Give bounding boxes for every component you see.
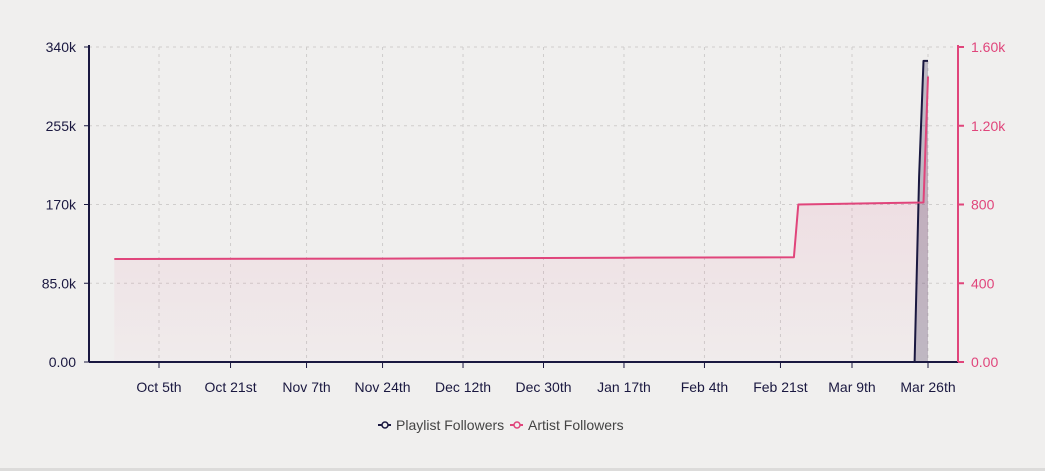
series-area-artist	[114, 76, 929, 362]
x-tick-label: Feb 4th	[681, 379, 728, 395]
x-tick-label: Mar 26th	[900, 379, 955, 395]
x-tick-label: Feb 21st	[753, 379, 808, 395]
x-tick-label: Nov 7th	[282, 379, 330, 395]
legend: Playlist Followers Artist Followers	[378, 417, 624, 433]
legend-marker-icon	[513, 421, 521, 429]
y-left-tick-label: 255k	[46, 118, 77, 134]
y-right-tick-label: 800	[971, 197, 995, 213]
x-tick-label: Oct 5th	[136, 379, 181, 395]
x-tick-label: Oct 21st	[204, 379, 256, 395]
series-line-artist-followers	[114, 76, 929, 260]
legend-label-playlist-followers: Playlist Followers	[396, 417, 504, 433]
y-left-tick-label: 340k	[46, 39, 77, 55]
legend-label-artist-followers: Artist Followers	[528, 417, 624, 433]
x-tick-label: Nov 24th	[355, 379, 411, 395]
legend-marker-icon	[381, 421, 389, 429]
y-right-tick-label: 0.00	[971, 354, 998, 370]
x-tick-label: Mar 9th	[828, 379, 875, 395]
series-fills	[114, 60, 929, 363]
x-tick-label: Dec 30th	[515, 379, 571, 395]
y-right-tick-label: 1.60k	[971, 39, 1006, 55]
divider	[0, 468, 1045, 471]
y-right-tick-label: 1.20k	[971, 118, 1006, 134]
x-tick-label: Jan 17th	[597, 379, 651, 395]
y-left-tick-label: 170k	[46, 197, 77, 213]
y-left-tick-label: 85.0k	[42, 275, 77, 291]
x-tick-label: Dec 12th	[435, 379, 491, 395]
y-left-tick-label: 0.00	[49, 354, 76, 370]
axes: Oct 5th Oct 21st Nov 7th Nov 24th Dec 12th De…	[42, 39, 1006, 395]
y-right-tick-label: 400	[971, 275, 995, 291]
